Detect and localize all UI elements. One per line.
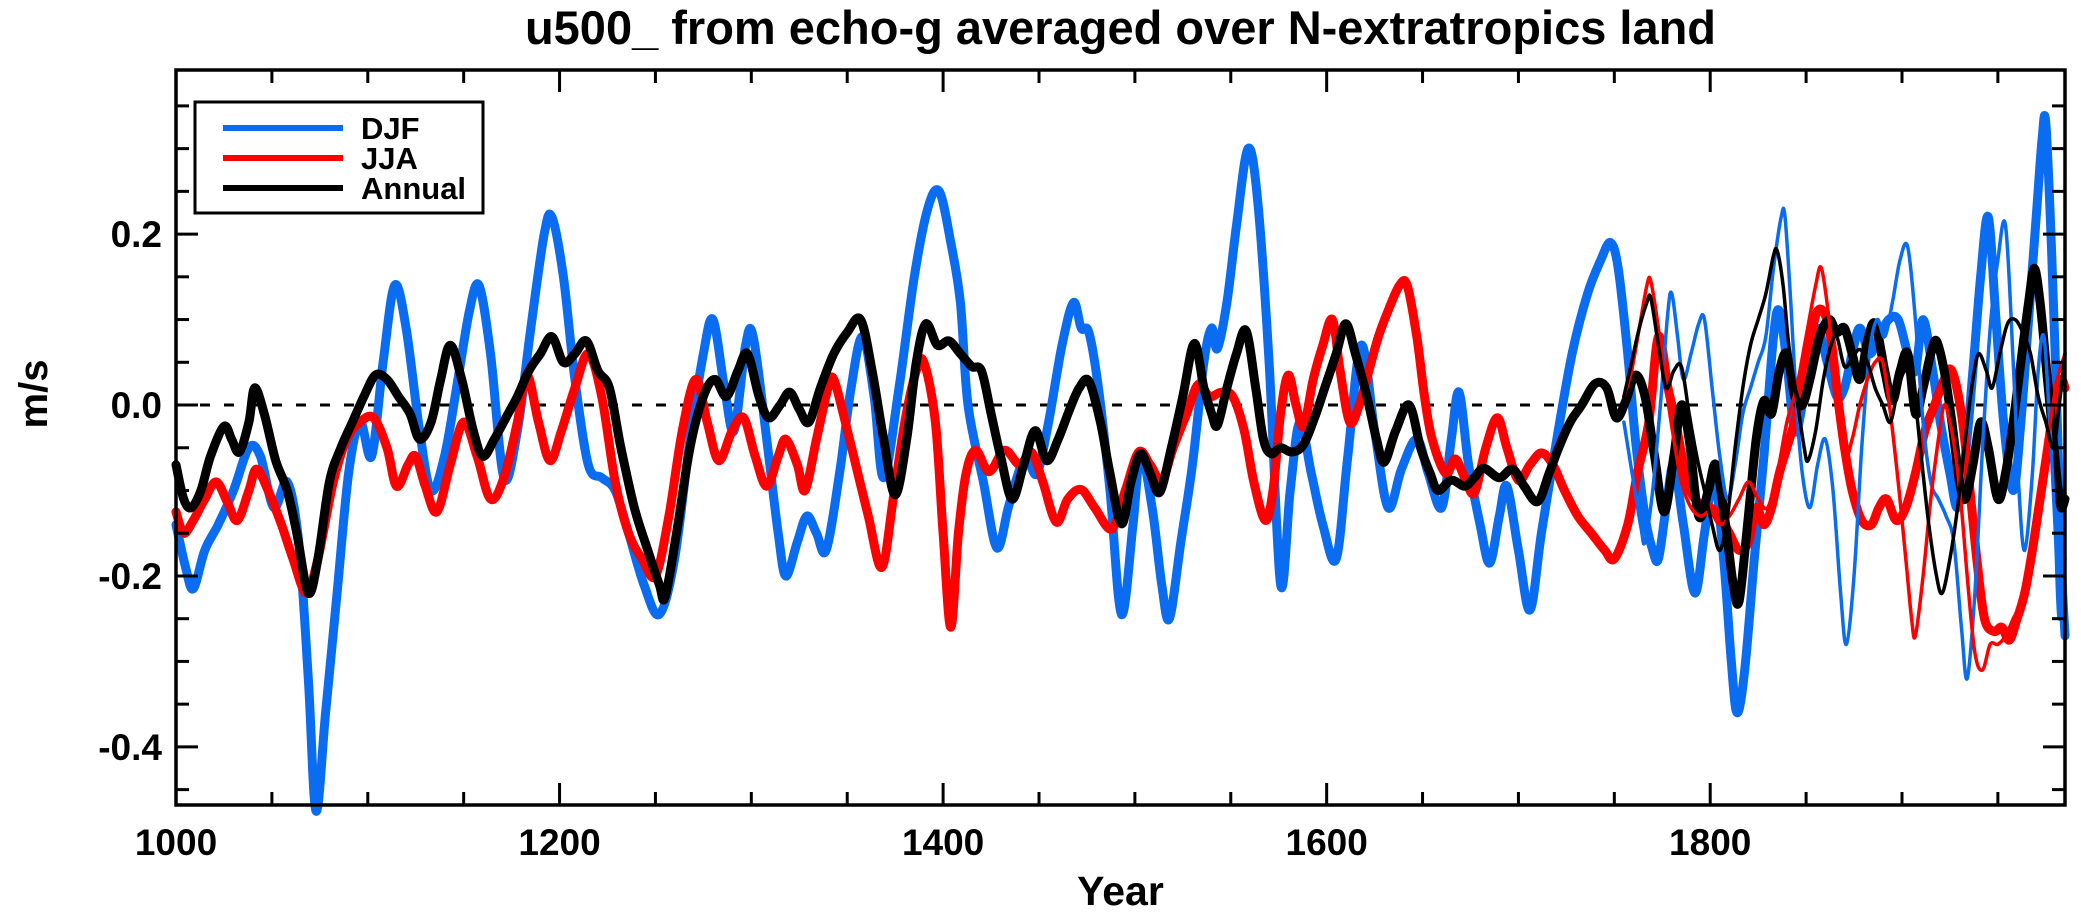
axes-box	[174, 68, 2067, 807]
annual-line	[171, 263, 2070, 609]
x-tick-label: 1000	[135, 822, 217, 863]
chart-title: u500_ from echo-g averaged over N-extrat…	[524, 1, 1717, 54]
legend-label-annual: Annual	[361, 171, 466, 206]
y-tick-label: -0.4	[98, 727, 162, 768]
annual-2nd-run-thin-line	[1622, 246, 2067, 596]
djf-2nd-run-thin-line	[1622, 206, 2067, 681]
legend-label-jja: JJA	[361, 141, 418, 176]
y-tick-label: 0.2	[111, 214, 162, 255]
x-tick-label: 1800	[1669, 822, 1751, 863]
y-tick-label: 0.0	[111, 385, 162, 426]
x-tick-label: 1200	[518, 822, 600, 863]
y-tick-label: -0.2	[98, 556, 162, 597]
legend-label-djf: DJF	[361, 111, 420, 146]
x-tick-label: 1600	[1286, 822, 1368, 863]
x-axis-label: Year	[1077, 868, 1164, 914]
jja-2nd-run-thin-line	[1622, 265, 2067, 673]
x-tick-label: 1400	[902, 822, 984, 863]
